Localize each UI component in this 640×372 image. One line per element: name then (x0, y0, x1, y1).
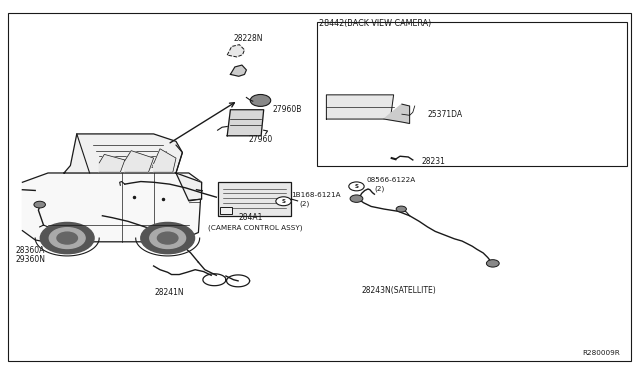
Polygon shape (230, 65, 246, 76)
Polygon shape (227, 45, 244, 57)
Text: (2): (2) (374, 186, 385, 192)
Polygon shape (227, 110, 264, 136)
Bar (317, 22, 627, 166)
Text: S: S (355, 184, 358, 189)
Polygon shape (326, 95, 394, 119)
Polygon shape (64, 134, 182, 173)
Polygon shape (22, 173, 202, 242)
Polygon shape (99, 154, 125, 172)
Text: 284A1: 284A1 (239, 213, 263, 222)
Polygon shape (125, 151, 154, 172)
Text: 25371DA: 25371DA (428, 110, 463, 119)
Circle shape (57, 232, 77, 244)
Text: 27960: 27960 (248, 135, 273, 144)
Text: 27960B: 27960B (273, 105, 302, 114)
Text: 28243+A: 28243+A (138, 162, 173, 171)
Text: S: S (282, 199, 285, 204)
Text: 28243N(SATELLITE): 28243N(SATELLITE) (362, 286, 436, 295)
Circle shape (49, 228, 85, 248)
Polygon shape (154, 149, 176, 172)
Text: 1B168-6121A: 1B168-6121A (291, 192, 341, 198)
Circle shape (250, 94, 271, 106)
Text: (2): (2) (300, 201, 310, 207)
Text: 28241N: 28241N (155, 288, 184, 296)
Circle shape (157, 232, 178, 244)
Circle shape (350, 195, 363, 202)
Circle shape (349, 182, 364, 191)
Bar (220, 207, 232, 214)
Text: 28360A: 28360A (16, 246, 45, 255)
Circle shape (396, 206, 406, 212)
Circle shape (486, 260, 499, 267)
Polygon shape (176, 173, 202, 201)
Circle shape (150, 228, 186, 248)
Text: 28228N: 28228N (234, 34, 263, 43)
Text: (CAMERA CONTROL ASSY): (CAMERA CONTROL ASSY) (208, 225, 303, 231)
Polygon shape (384, 104, 410, 124)
Circle shape (276, 197, 291, 206)
Text: R280009R: R280009R (582, 350, 620, 356)
Circle shape (34, 201, 45, 208)
Circle shape (56, 236, 69, 244)
Text: 29360N: 29360N (16, 254, 46, 263)
Text: 28442(BACK VIEW CAMERA): 28442(BACK VIEW CAMERA) (319, 19, 431, 28)
Text: 28231: 28231 (421, 157, 445, 166)
Circle shape (141, 222, 195, 254)
Bar (218, 182, 291, 216)
Circle shape (40, 222, 94, 254)
Text: 08566-6122A: 08566-6122A (366, 177, 415, 183)
